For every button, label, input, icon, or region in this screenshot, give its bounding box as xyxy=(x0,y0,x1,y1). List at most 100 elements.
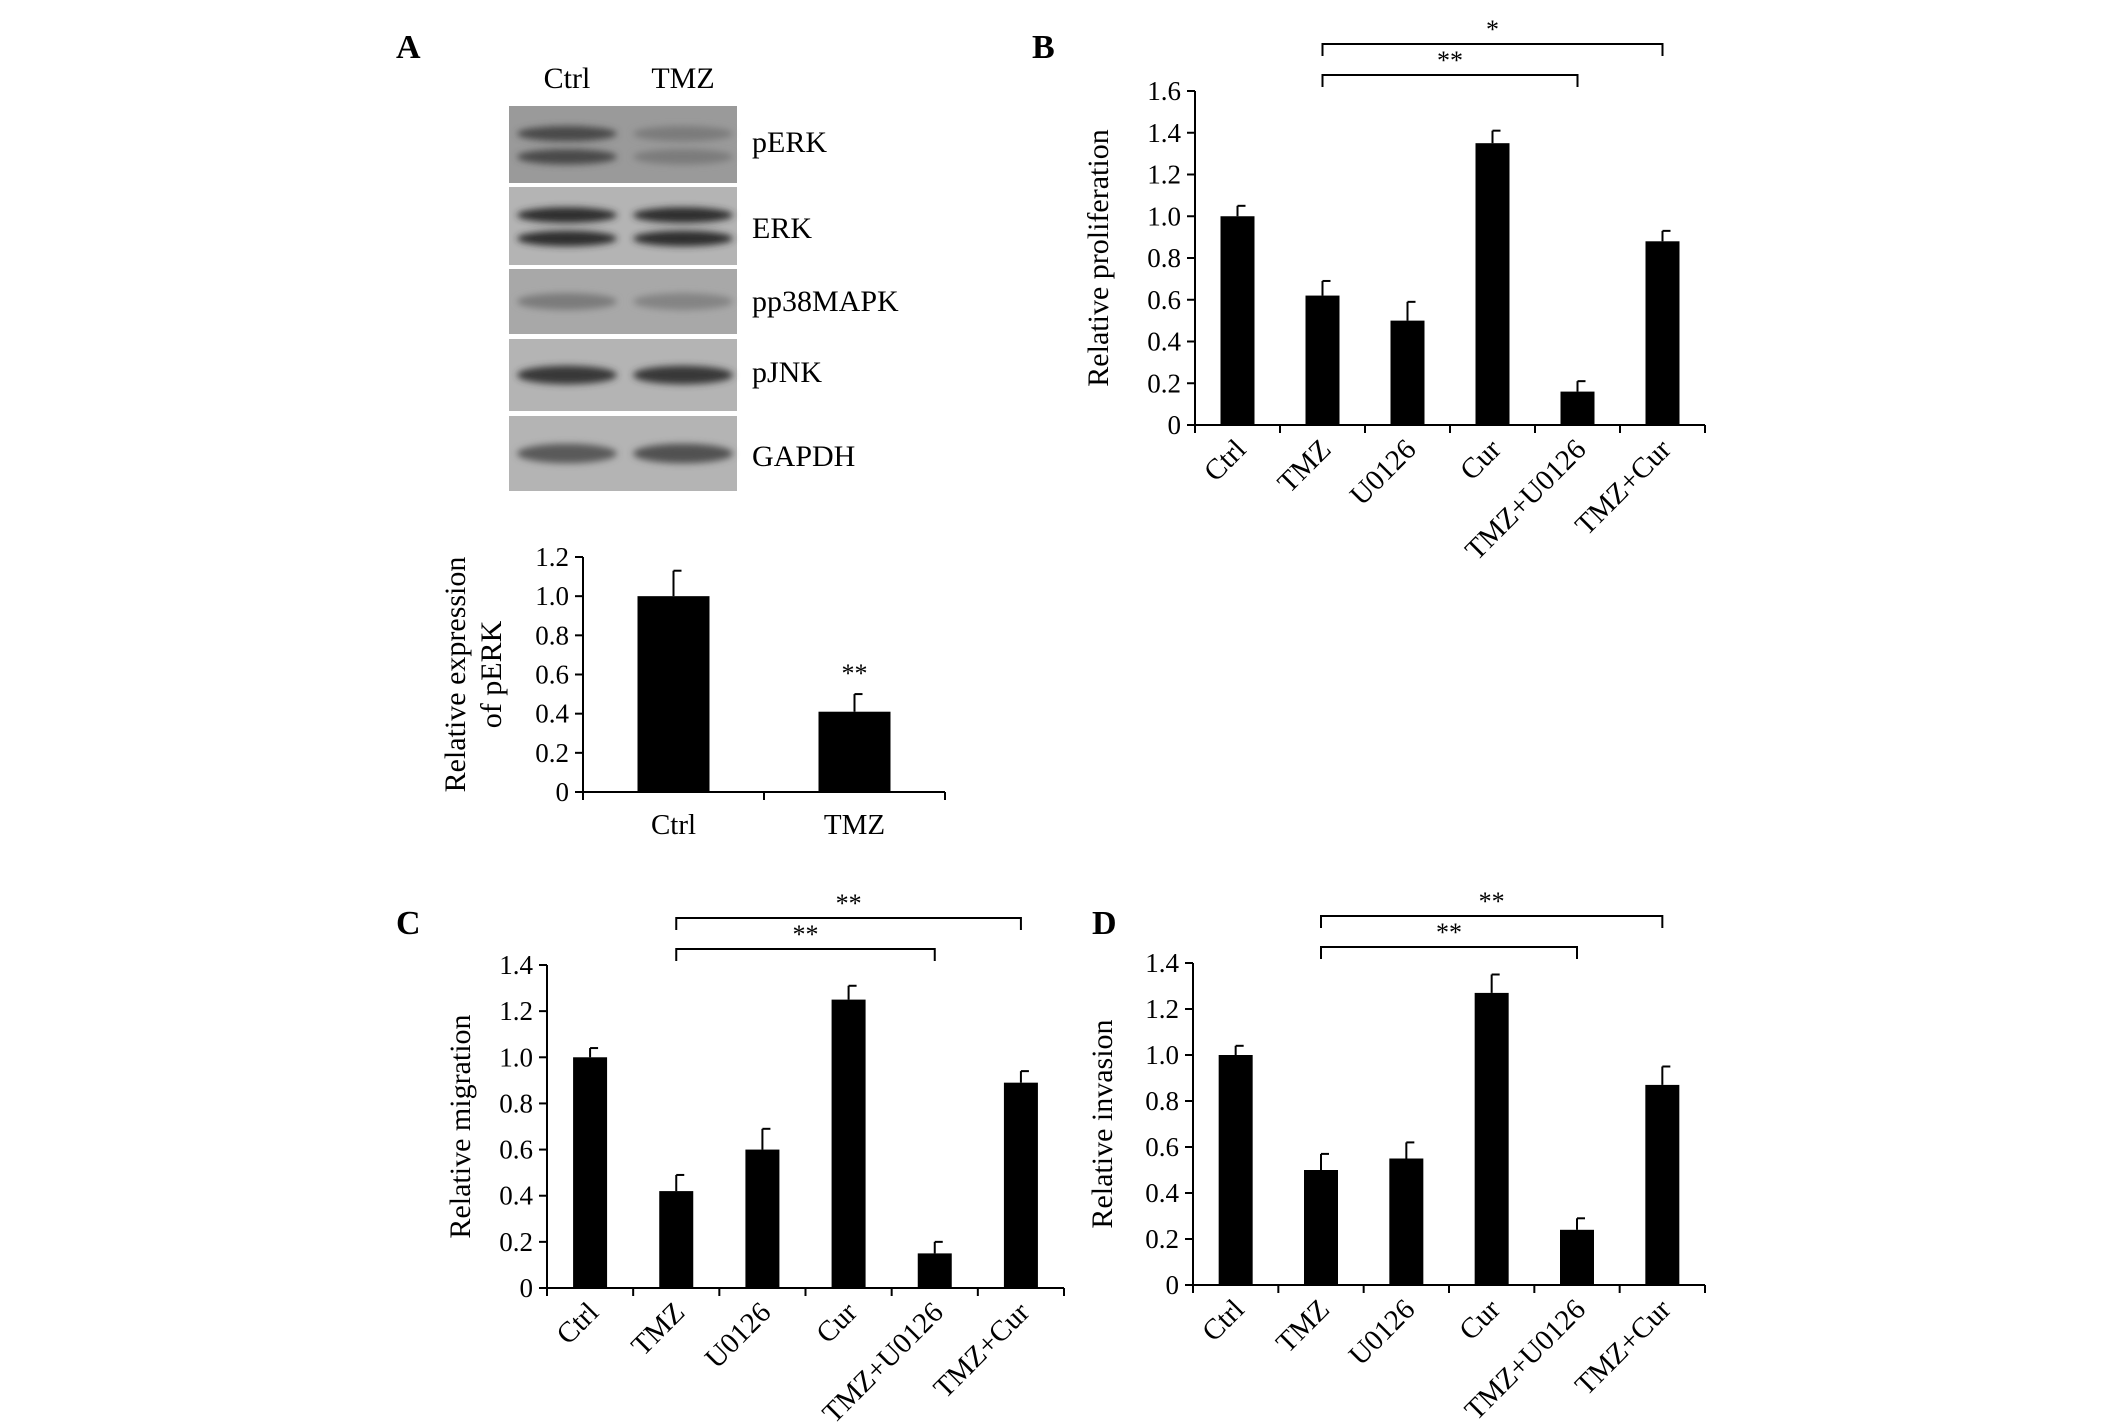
category-label-b-3: Cur xyxy=(1454,433,1508,487)
y-axis-label-a: of pERK xyxy=(475,620,508,728)
y-tick-label-d: 1.4 xyxy=(1145,948,1179,978)
bar-a-0 xyxy=(637,596,710,792)
panel-letter-d: D xyxy=(1092,905,1117,942)
bar-d-5 xyxy=(1645,1084,1680,1285)
panel-letter-b: B xyxy=(1032,29,1055,66)
blot-band-pjnk-tmz xyxy=(633,365,733,385)
y-tick-label-a: 0.8 xyxy=(535,620,569,650)
bar-c-0 xyxy=(573,1057,608,1288)
y-tick-label-b: 0.8 xyxy=(1147,243,1181,273)
blot-band-erk-ctrl xyxy=(517,230,617,247)
y-tick-label-c: 0 xyxy=(520,1273,534,1303)
y-axis-label-a: Relative expression xyxy=(439,557,472,793)
category-label-c-3: Cur xyxy=(810,1296,864,1350)
significance-bracket-c-0 xyxy=(675,948,936,961)
significance-label-c-1: ** xyxy=(836,889,862,918)
y-tick-label-b: 0 xyxy=(1168,410,1182,440)
blot-band-gapdh-ctrl xyxy=(517,443,617,464)
bar-d-1 xyxy=(1304,1170,1338,1285)
y-tick-label-a: 0.2 xyxy=(535,738,569,768)
y-tick-label-d: 0.2 xyxy=(1145,1224,1179,1254)
significance-label-d-1: ** xyxy=(1479,887,1505,916)
significance-label-b-1: * xyxy=(1486,15,1499,44)
bar-a-1 xyxy=(818,711,891,792)
bar-d-3 xyxy=(1474,992,1509,1285)
blot-row-label-pjnk: pJNK xyxy=(752,356,822,389)
y-tick-label-c: 1.0 xyxy=(499,1042,533,1072)
significance-bracket-d-1 xyxy=(1320,915,1664,928)
panel-letter-a: A xyxy=(396,29,421,66)
y-tick-label-c: 0.6 xyxy=(499,1135,533,1165)
category-label-a-1: TMZ xyxy=(824,809,885,841)
y-tick-label-c: 0.2 xyxy=(499,1227,533,1257)
blot-band-pjnk-ctrl xyxy=(517,365,617,385)
chart-panel-b: 0 0.2 0.4 0.6 0.8 1.0 1.2 1.4 1.6 Relative prolif… xyxy=(1082,15,1706,567)
significance-bracket-b-1 xyxy=(1321,43,1664,56)
bar-b-4 xyxy=(1560,391,1595,425)
category-label-d-1: TMZ xyxy=(1270,1293,1336,1359)
chart-panel-d: 0 0.2 0.4 0.6 0.8 1.0 1.2 1.4 Relative invasion C… xyxy=(1086,887,1706,1424)
y-tick-label-c: 0.4 xyxy=(499,1181,533,1211)
y-tick-label-b: 0.4 xyxy=(1147,327,1181,357)
bar-d-0 xyxy=(1218,1055,1253,1285)
y-tick-label-a: 1.2 xyxy=(535,542,569,572)
blot-band-perk-ctrl xyxy=(517,149,617,165)
y-tick-label-d: 0.8 xyxy=(1145,1086,1179,1116)
bar-b-1 xyxy=(1305,295,1340,425)
blot-band-erk-tmz xyxy=(633,230,733,247)
y-tick-label-d: 0.4 xyxy=(1145,1178,1179,1208)
category-label-c-2: U0126 xyxy=(699,1296,777,1374)
panel-letter-c: C xyxy=(396,905,421,942)
blot-row-label-gapdh: GAPDH xyxy=(752,440,855,473)
category-label-a-0: Ctrl xyxy=(651,809,696,841)
category-label-b-0: Ctrl xyxy=(1198,433,1253,488)
category-label-c-0: Ctrl xyxy=(550,1296,605,1351)
significance-label-c-0: ** xyxy=(793,920,819,949)
y-tick-label-b: 1.4 xyxy=(1147,118,1181,148)
blot-row-label-pp38mapk: pp38MAPK xyxy=(752,285,899,318)
y-tick-label-b: 1.0 xyxy=(1147,201,1181,231)
category-label-c-5: TMZ+Cur xyxy=(928,1296,1036,1404)
y-tick-label-b: 0.2 xyxy=(1147,368,1181,398)
significance-label-b-0: ** xyxy=(1437,46,1463,75)
blot-band-gapdh-tmz xyxy=(633,443,733,464)
y-tick-label-b: 1.6 xyxy=(1147,76,1181,106)
blot-band-perk-tmz xyxy=(633,149,733,165)
category-label-d-2: U0126 xyxy=(1343,1293,1421,1371)
blot-lane-label-ctrl: Ctrl xyxy=(544,62,591,95)
bar-d-4 xyxy=(1560,1229,1594,1285)
significance-label-d-0: ** xyxy=(1436,918,1462,947)
y-tick-label-c: 0.8 xyxy=(499,1088,533,1118)
y-axis-label-b: Relative proliferation xyxy=(1082,129,1115,386)
blot-band-perk-ctrl xyxy=(517,126,617,142)
category-label-d-0: Ctrl xyxy=(1196,1293,1251,1348)
blot-band-perk-tmz xyxy=(633,126,733,142)
y-tick-label-a: 0.6 xyxy=(535,660,569,690)
bar-b-3 xyxy=(1475,143,1510,425)
blot-band-pp38mapk-tmz xyxy=(633,293,733,310)
bar-d-2 xyxy=(1389,1158,1424,1285)
y-tick-label-a: 0.4 xyxy=(535,699,569,729)
category-label-d-3: Cur xyxy=(1453,1293,1507,1347)
blot-band-erk-ctrl xyxy=(517,207,617,223)
y-tick-label-d: 0 xyxy=(1166,1270,1180,1300)
bar-c-2 xyxy=(745,1149,780,1288)
bar-c-5 xyxy=(1003,1082,1038,1288)
category-label-b-1: TMZ xyxy=(1272,433,1338,499)
y-tick-label-b: 0.6 xyxy=(1147,285,1181,315)
blot-strip-perk xyxy=(509,106,737,183)
bar-annotation-a-1: ** xyxy=(842,659,868,688)
significance-bracket-c-1 xyxy=(675,917,1022,930)
blot-strip-erk xyxy=(509,187,737,265)
y-axis-label-c: Relative migration xyxy=(444,1014,477,1238)
y-tick-label-b: 1.2 xyxy=(1147,160,1181,190)
y-tick-label-d: 0.6 xyxy=(1145,1132,1179,1162)
significance-bracket-b-0 xyxy=(1321,74,1579,87)
blot-row-label-perk: pERK xyxy=(752,126,827,159)
bar-c-4 xyxy=(917,1253,952,1288)
y-axis-label-d: Relative invasion xyxy=(1086,1019,1119,1228)
bar-b-0 xyxy=(1220,216,1255,425)
category-label-c-1: TMZ xyxy=(625,1296,691,1362)
y-tick-label-c: 1.4 xyxy=(499,950,533,980)
